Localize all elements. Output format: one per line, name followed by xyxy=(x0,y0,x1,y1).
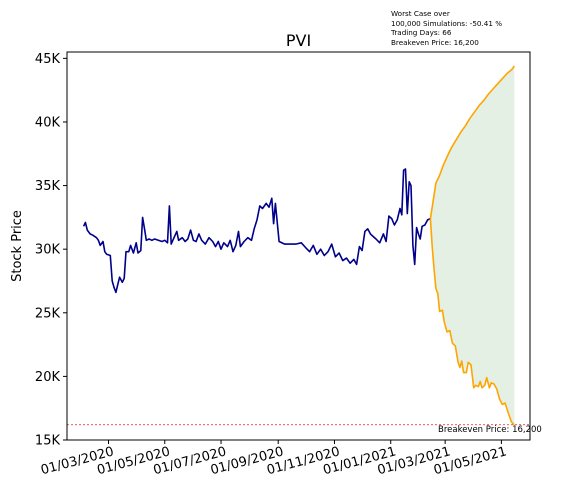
plot-area-frame xyxy=(66,51,531,441)
summary-line-4: Breakeven Price: 16,200 xyxy=(391,37,479,47)
chart-title: PVI xyxy=(286,31,311,50)
summary-line-3: Trading Days: 66 xyxy=(391,28,452,38)
summary-line-2: 100,000 Simulations: -50.41 % xyxy=(391,18,503,28)
breakeven-label: Breakeven Price: 16,200 xyxy=(438,425,542,435)
y-tick-label: 40K xyxy=(35,115,61,130)
simulation-summary: Worst Case over 100,000 Simulations: -50… xyxy=(391,9,502,47)
y-axis: 15K 20K 25K 30K 35K 40K 45K xyxy=(35,52,67,449)
y-tick-label: 20K xyxy=(35,370,61,385)
y-tick-label: 30K xyxy=(35,243,61,258)
y-tick-label: 45K xyxy=(35,52,61,67)
y-tick-label: 25K xyxy=(35,306,61,321)
simulation-lower-line xyxy=(429,218,515,426)
summary-line-1: Worst Case over xyxy=(391,9,450,18)
y-axis-label: Stock Price xyxy=(10,210,25,282)
history-line xyxy=(82,168,431,294)
simulation-upper-line xyxy=(429,65,515,219)
y-tick-label: 15K xyxy=(35,434,61,449)
x-axis: 01/03/202001/05/202001/07/202001/09/2020… xyxy=(39,440,508,478)
y-tick-label: 35K xyxy=(35,179,61,194)
